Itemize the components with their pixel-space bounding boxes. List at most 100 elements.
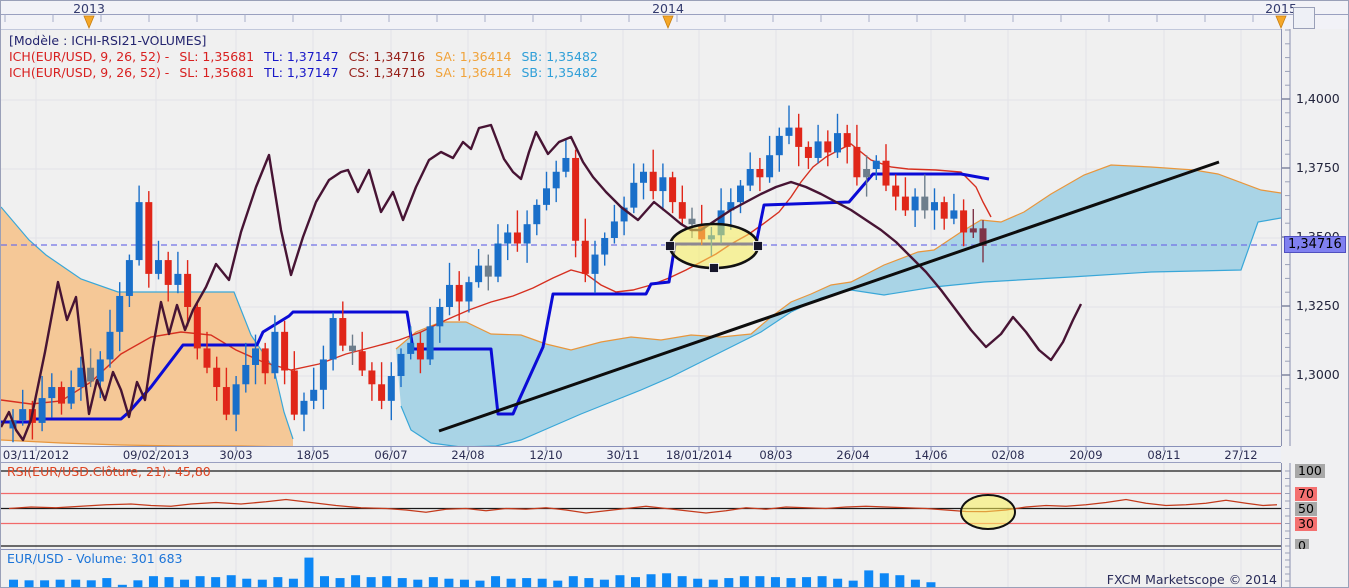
candle-body <box>339 318 347 346</box>
timeline-canvas[interactable] <box>1 1 1349 29</box>
volume-bar <box>257 579 267 587</box>
volume-bar <box>770 577 780 587</box>
candle-body <box>737 185 744 203</box>
volume-bar <box>24 580 34 587</box>
candle-body <box>164 260 172 285</box>
volume-bar <box>335 578 345 587</box>
candle-body <box>863 169 871 178</box>
candle-body <box>552 171 560 189</box>
tl-value: TL: 1,37147 <box>264 49 339 64</box>
rsi-ellipse-annotation[interactable] <box>960 494 1016 530</box>
volume-bar <box>537 578 547 587</box>
candle-body <box>329 318 337 360</box>
volume-bar <box>413 579 423 587</box>
candle-body <box>203 348 211 368</box>
candle-body <box>562 157 570 172</box>
volume-bar <box>724 578 734 587</box>
year-marker-icon[interactable] <box>662 15 674 29</box>
volume-bar <box>802 577 812 587</box>
date-axis-ticks <box>35 447 1242 451</box>
candle-body <box>727 202 735 211</box>
candle-body <box>872 160 880 169</box>
volume-bar <box>55 579 65 587</box>
candle-body <box>38 398 46 423</box>
volume-bar <box>86 580 96 587</box>
candle-body <box>19 409 27 421</box>
rsi-chart-canvas[interactable] <box>1 463 1281 549</box>
volume-bar <box>599 579 609 587</box>
volume-bar <box>646 574 656 587</box>
volume-bar <box>195 576 205 587</box>
volume-bar <box>304 557 314 587</box>
date-tick-label: 08/11 <box>1147 448 1181 462</box>
year-marker-icon[interactable] <box>1275 15 1287 29</box>
candle-body <box>300 400 308 415</box>
candle-body <box>48 387 56 399</box>
volume-bar <box>693 578 703 587</box>
date-tick-label: 09/02/2013 <box>122 448 190 462</box>
year-marker-icon[interactable] <box>83 15 95 29</box>
date-axis[interactable]: 03/11/2012 09/02/2013 30/03 18/05 06/07 24/08… <box>1 446 1281 463</box>
candle-body <box>824 141 832 153</box>
timeline-navigator[interactable]: 2013 2014 2015 <box>1 1 1349 30</box>
volume-bar <box>817 576 827 587</box>
date-tick-label: 24/08 <box>451 448 485 462</box>
volume-bar <box>879 573 889 587</box>
selection-handle[interactable] <box>753 241 763 251</box>
candle-body <box>494 243 502 277</box>
candle-body <box>853 146 861 178</box>
rsi-axis-ticks <box>1285 463 1291 549</box>
selection-handle[interactable] <box>665 241 675 251</box>
candle-body <box>77 367 85 388</box>
cs-value: CS: 1,34716 <box>348 49 426 64</box>
volume-bar <box>631 577 640 587</box>
price-tick-label: 1,4000 <box>1296 91 1340 106</box>
candle-body <box>436 307 444 327</box>
candle-body <box>67 387 75 404</box>
legend-model-text: [Modèle : ICHI-RSI21-VOLUMES] <box>9 33 207 48</box>
trend-line-annotation[interactable] <box>438 160 1220 433</box>
volume-bar <box>351 575 361 587</box>
rsi-axis[interactable]: 100 70 50 30 0 <box>1281 463 1348 553</box>
volume-bar <box>242 578 252 587</box>
timeline-year-2014: 2014 <box>652 1 684 16</box>
sb-value: SB: 1,35482 <box>521 65 598 80</box>
volume-bar <box>71 579 81 587</box>
volume-axis-ticks <box>1285 549 1291 587</box>
candle-body <box>911 196 919 211</box>
indicator-name: ICH(EUR/USD, 9, 26, 52) - <box>9 65 170 80</box>
candle-body <box>901 196 909 211</box>
rsi-panel[interactable]: RSI(EUR/USD.Clôture, 21): 45,80 <box>1 463 1281 549</box>
candle-body <box>232 384 240 415</box>
date-tick-label: 12/10 <box>529 448 563 462</box>
price-chart-canvas[interactable] <box>1 30 1281 447</box>
volume-bar <box>117 584 127 587</box>
candle-body <box>387 376 395 401</box>
volume-panel[interactable]: EUR/USD - Volume: 301 683 FXCM Marketsco… <box>1 549 1281 588</box>
candle-body <box>940 202 948 219</box>
chart-legend: [Modèle : ICHI-RSI21-VOLUMES] ICH(EUR/US… <box>9 33 608 81</box>
date-tick-label: 06/07 <box>374 448 408 462</box>
candle-body <box>659 177 667 192</box>
ellipse-annotation[interactable] <box>668 222 760 270</box>
candle-body <box>349 345 356 352</box>
volume-bar <box>926 582 936 587</box>
volume-chart-canvas[interactable] <box>1 550 1281 588</box>
main-chart-panel[interactable]: [Modèle : ICHI-RSI21-VOLUMES] ICH(EUR/US… <box>1 29 1281 447</box>
chikou-span-line <box>1 123 1083 442</box>
sb-value: SB: 1,35482 <box>521 49 598 64</box>
timeline-scroll-thumb[interactable] <box>1293 7 1315 29</box>
date-tick-label: 30/11 <box>606 448 640 462</box>
volume-bar <box>226 575 236 587</box>
selection-handle[interactable] <box>709 263 719 273</box>
candle-body <box>543 188 550 205</box>
candle-body <box>591 254 599 274</box>
timeline-year-2015: 2015 <box>1265 1 1297 16</box>
copyright-label: FXCM Marketscope © 2014 <box>1106 572 1277 587</box>
date-tick-label: 08/03 <box>759 448 793 462</box>
volume-axis[interactable] <box>1281 549 1348 587</box>
candle-body <box>145 202 153 274</box>
legend-indicator-line-1: ICH(EUR/USD, 9, 26, 52) - SL: 1,35681 TL: … <box>9 49 608 65</box>
